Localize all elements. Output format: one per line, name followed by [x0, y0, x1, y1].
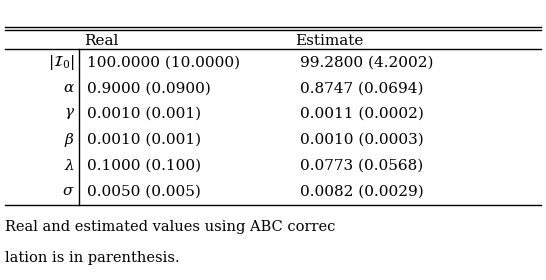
Text: 0.0010 (0.001): 0.0010 (0.001) — [87, 133, 201, 147]
Text: 0.0082 (0.0029): 0.0082 (0.0029) — [300, 184, 424, 198]
Text: Real and estimated values using ABC correc: Real and estimated values using ABC corr… — [5, 220, 336, 234]
Text: 0.1000 (0.100): 0.1000 (0.100) — [87, 158, 201, 172]
Text: 0.0010 (0.0003): 0.0010 (0.0003) — [300, 133, 424, 147]
Text: 0.9000 (0.0900): 0.9000 (0.0900) — [87, 81, 211, 95]
Text: 0.0773 (0.0568): 0.0773 (0.0568) — [300, 158, 424, 172]
Text: $\sigma$: $\sigma$ — [62, 184, 75, 198]
Text: Estimate: Estimate — [295, 34, 363, 48]
Text: Real: Real — [85, 34, 119, 48]
Text: 0.8747 (0.0694): 0.8747 (0.0694) — [300, 81, 424, 95]
Text: 0.0050 (0.005): 0.0050 (0.005) — [87, 184, 201, 198]
Text: $|\mathcal{I}_0|$: $|\mathcal{I}_0|$ — [48, 53, 75, 72]
Text: $\beta$: $\beta$ — [64, 131, 75, 149]
Text: $\lambda$: $\lambda$ — [64, 158, 75, 173]
Text: 0.0011 (0.0002): 0.0011 (0.0002) — [300, 107, 424, 121]
Text: lation is in parenthesis.: lation is in parenthesis. — [5, 251, 180, 265]
Text: 100.0000 (10.0000): 100.0000 (10.0000) — [87, 55, 240, 69]
Text: 99.2800 (4.2002): 99.2800 (4.2002) — [300, 55, 434, 69]
Text: $\alpha$: $\alpha$ — [63, 81, 75, 95]
Text: 0.0010 (0.001): 0.0010 (0.001) — [87, 107, 201, 121]
Text: $\gamma$: $\gamma$ — [64, 106, 75, 122]
